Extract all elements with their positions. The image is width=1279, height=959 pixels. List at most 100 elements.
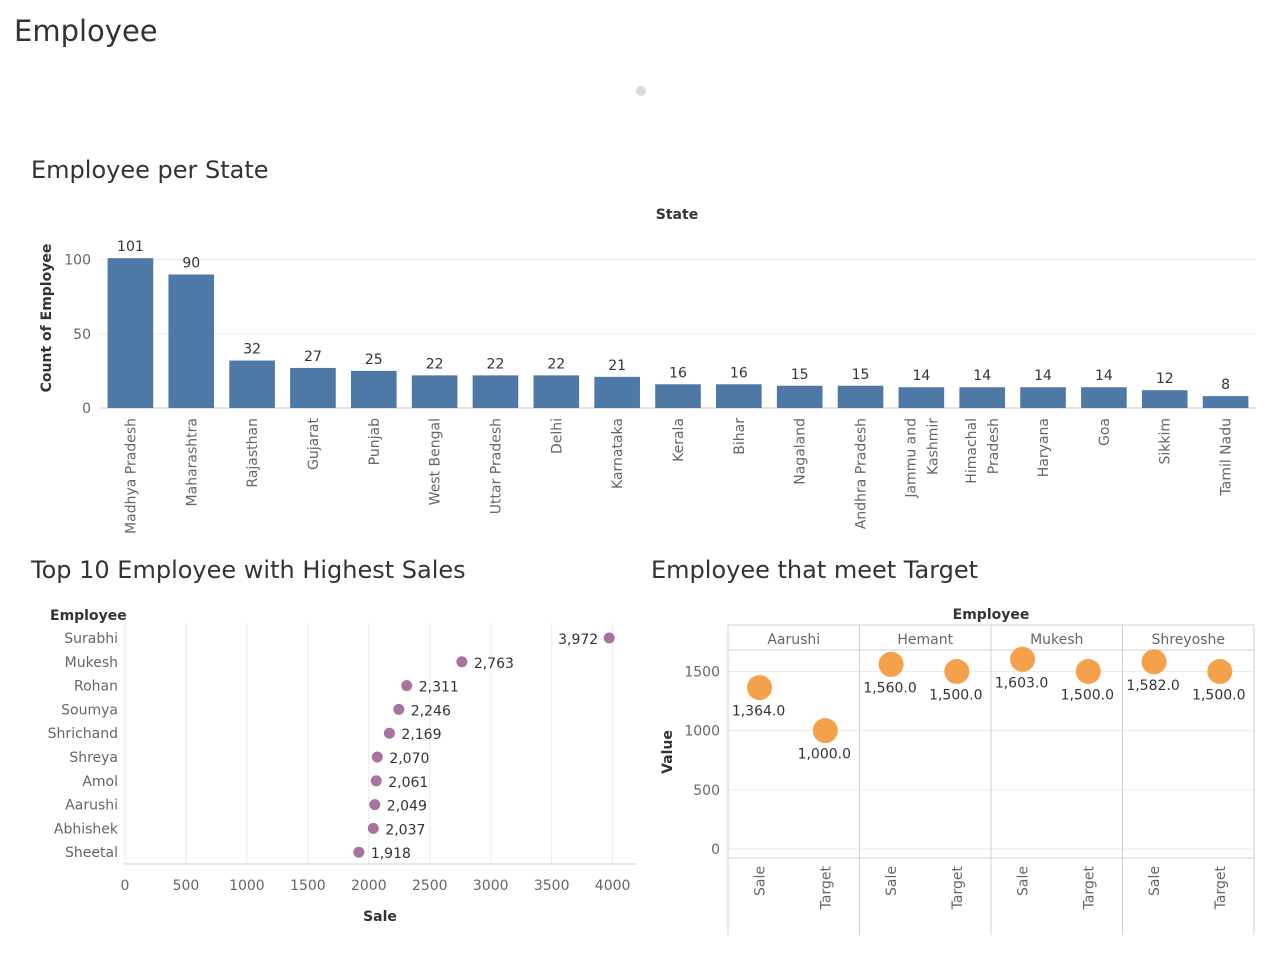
x-tick-label: 2500 [412,878,448,894]
x-tick-label: Himachal Pradesh [964,418,1002,484]
x-tick-label-line: Himachal [964,418,980,484]
x-tick-label: 4000 [595,878,631,894]
employee-label: Shrichand [48,726,118,742]
sale-value-label: 2,763 [474,656,514,672]
bar-value-label: 14 [973,368,991,384]
employee-label: Mukesh [65,655,118,671]
sale-value-label: 1,918 [371,846,411,862]
measure-label: Sale [884,866,900,896]
value-label: 1,603.0 [995,675,1048,691]
employee-label: Amol [82,774,118,790]
measure-label: Target [818,865,834,910]
x-tick-label: 3500 [534,878,570,894]
x-tick-label: Madhya Pradesh [123,418,139,534]
bar-value-label: 16 [730,365,748,381]
x-tick-label: 500 [173,878,200,894]
bar-maharashtra [168,274,215,408]
measure-label-text: Sale [753,866,769,896]
x-tick-label-line: Goa [1097,418,1113,446]
bar-value-label: 22 [487,356,505,372]
measure-label-text: Target [1081,865,1097,910]
y-axis-title: Count of Employee [39,244,55,393]
sale-value-label: 2,049 [387,799,427,815]
measure-label: Sale [1016,866,1032,896]
y-tick-label: 0 [711,842,720,858]
x-tick-label: Kerala [671,418,687,462]
value-label: 1,560.0 [863,680,916,696]
measure-label: Target [1081,865,1097,910]
x-tick-label-line: Kerala [671,418,687,462]
value-label: 1,500.0 [929,688,982,704]
value-label: 1,582.0 [1126,678,1179,694]
bar-value-label: 25 [365,352,383,368]
bar-goa [1081,387,1127,408]
x-axis-title: Sale [363,909,397,925]
x-tick-label-line: Uttar Pradesh [488,418,504,514]
x-tick-label: Rajasthan [245,418,261,488]
employee-group-label: Mukesh [1030,632,1083,648]
measure-label-text: Target [1213,865,1229,910]
x-tick-label-line: Nagaland [793,418,809,485]
x-tick-label: Uttar Pradesh [488,418,504,514]
top-sales-chart: Employee 0 500 1000 1500 2000 2500 3000 3500 4000… [48,608,637,925]
bar-gujarat [290,367,336,408]
sale-point [393,703,405,715]
measure-label: Target [950,865,966,910]
bar-himachal-pradesh [959,387,1006,408]
x-tick-label: Nagaland [793,418,809,485]
x-tick-label: Andhra Pradesh [854,418,870,529]
employee-axis-header: Employee [953,607,1030,623]
value-point-target [812,718,838,744]
sale-point [456,656,468,668]
x-tick-label-line: Maharashtra [184,418,200,506]
bar-value-label: 16 [669,365,687,381]
value-point-sale [747,675,773,701]
employee-group-label: Aarushi [767,632,820,648]
bar-west-bengal [411,375,458,408]
bar-rajasthan [229,360,275,408]
value-point-target [944,659,970,684]
employee-row-header: Employee [50,608,127,624]
value-point-sale [878,651,904,677]
x-tick-label: West Bengal [428,418,444,505]
bar-kerala [655,384,701,408]
y-tick-label: 0 [82,401,91,417]
measure-label: Sale [1147,866,1163,896]
sale-point [401,680,413,692]
employee-label: Shreya [69,750,118,766]
x-tick-label: Tamil Nadu [1219,418,1235,497]
value-point-sale [1010,646,1036,672]
y-tick-label: 100 [64,253,91,269]
value-label: 1,364.0 [732,704,785,720]
x-tick-label: 2000 [351,878,387,894]
sale-value-label: 3,972 [558,632,598,648]
x-tick-label-line: Madhya Pradesh [123,418,139,534]
bar-value-label: 101 [117,239,144,255]
bar-delhi [533,375,580,408]
measure-label: Sale [753,866,769,896]
x-tick-label: Haryana [1036,418,1052,477]
state-axis-header: State [656,207,698,223]
bar-andhra-pradesh [837,385,884,408]
x-tick-label: Karnataka [610,418,626,489]
x-tick-label: Goa [1097,418,1113,446]
employee-label: Abhishek [54,821,119,837]
employee-label: Surabhi [64,631,118,647]
bar-value-label: 22 [547,356,565,372]
bar-value-label: 15 [852,367,870,383]
measure-label-text: Sale [1147,866,1163,896]
y-tick-label: 1000 [684,724,720,740]
x-tick-label-line: Sikkim [1158,418,1174,465]
x-tick-label: 3000 [473,878,509,894]
value-label: 1,500.0 [1192,688,1245,704]
x-tick-label: 1000 [229,878,265,894]
x-tick-label-line: Rajasthan [245,418,261,488]
dashboard-title: Employee [14,14,158,48]
page-indicator-dot[interactable] [636,86,646,96]
sale-value-label: 2,169 [401,727,441,743]
y-tick-label: 1500 [684,665,720,681]
value-label: 1,500.0 [1061,688,1114,704]
employee-label: Sheetal [65,845,118,861]
bar-karnataka [594,376,640,408]
bar-value-label: 32 [243,342,261,358]
